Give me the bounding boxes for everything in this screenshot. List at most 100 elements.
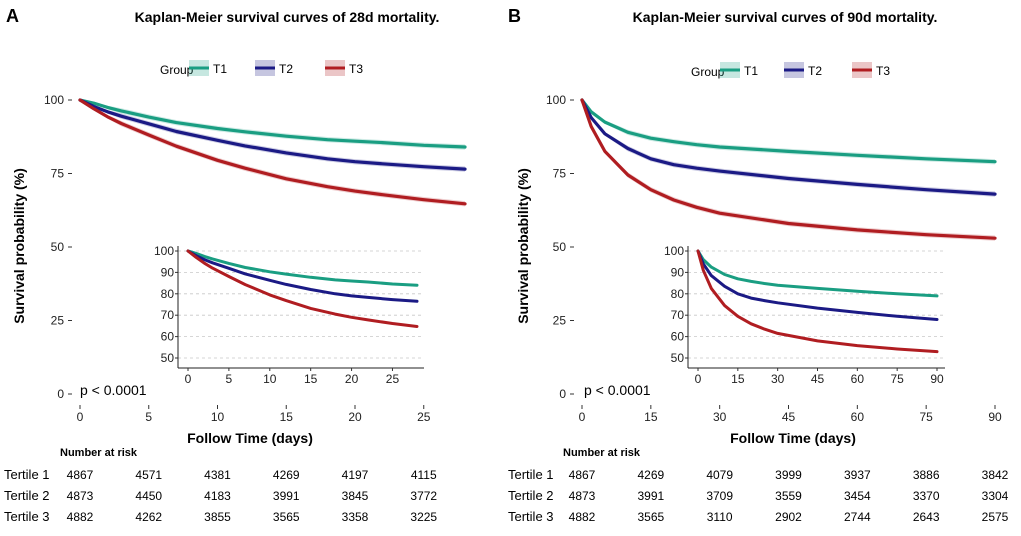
inset-y-tick-label: 60 <box>161 330 175 344</box>
x-tick-label: 30 <box>713 410 727 424</box>
x-tick-label: 90 <box>988 410 1002 424</box>
ci-band-T3 <box>582 100 995 241</box>
inset-y-tick-label: 90 <box>161 265 175 279</box>
panel-b-legend: Group T1 T2 T3 <box>691 62 890 79</box>
panel-b-letter: B <box>508 6 521 26</box>
risk-cell: 4873 <box>569 489 596 503</box>
risk-cell: 3225 <box>410 510 437 524</box>
inset-y-tick-label: 50 <box>671 351 685 365</box>
y-tick-label: 0 <box>559 387 566 401</box>
risk-cell: 2902 <box>775 510 802 524</box>
panel-a-xlabel: Follow Time (days) <box>187 430 313 446</box>
risk-cell: 4262 <box>135 510 162 524</box>
risk-cell: 3845 <box>342 489 369 503</box>
risk-cell: 3565 <box>273 510 300 524</box>
panel-b-risk-table: Tertile 1 4867 4269 4079 3999 3937 3886 3842 Ter… <box>508 467 1009 524</box>
legend-label-T1: T1 <box>213 62 227 76</box>
curve-T2 <box>78 98 467 171</box>
risk-cell: 3842 <box>982 468 1009 482</box>
legend-label-T3: T3 <box>876 64 890 78</box>
risk-cell: 3999 <box>775 468 802 482</box>
inset-y-tick-label: 70 <box>161 308 175 322</box>
risk-cell: 3709 <box>706 489 733 503</box>
inset-x-tick-label: 25 <box>386 372 400 386</box>
inset-curve-T1 <box>186 249 419 287</box>
inset-x-tick-label: 30 <box>771 372 785 386</box>
curve-T3 <box>78 98 467 206</box>
x-tick-label: 10 <box>211 410 225 424</box>
risk-cell: 4197 <box>342 468 369 482</box>
inset-curve-T3 <box>186 249 419 328</box>
risk-row-label: Tertile 3 <box>4 509 50 524</box>
curve-T2 <box>580 98 997 196</box>
legend-label-T3: T3 <box>349 62 363 76</box>
x-tick-label: 5 <box>145 410 152 424</box>
risk-cell: 4882 <box>67 510 94 524</box>
ci-band-T2 <box>582 100 995 197</box>
panel-a: A Kaplan-Meier survival curves of 28d mo… <box>4 6 467 524</box>
y-tick-label: 50 <box>553 240 567 254</box>
y-tick-label: 100 <box>546 93 566 107</box>
x-tick-label: 75 <box>919 410 933 424</box>
inset-y-tick-label: 50 <box>161 351 175 365</box>
panel-a-ylabel: Survival probability (%) <box>11 168 27 324</box>
inset-y-tick-label: 80 <box>161 287 175 301</box>
risk-cell: 4079 <box>706 468 733 482</box>
risk-cell: 2744 <box>844 510 871 524</box>
risk-cell: 4183 <box>204 489 231 503</box>
y-tick-label: 50 <box>51 240 65 254</box>
legend-label-T2: T2 <box>279 62 293 76</box>
risk-cell: 4873 <box>67 489 94 503</box>
inset-y-tick-label: 60 <box>671 330 685 344</box>
x-tick-label: 0 <box>579 410 586 424</box>
inset-x-tick-label: 0 <box>185 372 192 386</box>
panel-b-pvalue: p < 0.0001 <box>584 382 651 398</box>
risk-cell: 2643 <box>913 510 940 524</box>
inset-y-tick-label: 70 <box>671 308 685 322</box>
inset-y-tick-label: 80 <box>671 287 685 301</box>
risk-cell: 3565 <box>637 510 664 524</box>
x-tick-label: 15 <box>644 410 658 424</box>
panel-a-risk-title: Number at risk <box>60 447 138 459</box>
inset-y-tick-label: 90 <box>671 265 685 279</box>
inset-curve-T2 <box>696 249 939 321</box>
legend-a-title: Group <box>160 63 194 77</box>
risk-row-label: Tertile 2 <box>4 488 50 503</box>
inset-curve-T1 <box>696 249 939 298</box>
x-tick-label: 25 <box>417 410 431 424</box>
inset-x-tick-label: 90 <box>930 372 944 386</box>
inset-x-tick-label: 5 <box>226 372 233 386</box>
panel-a-main-plot: 0 25 50 75 100 0 5 10 15 20 25 <box>44 93 467 424</box>
risk-cell: 4115 <box>411 468 437 482</box>
risk-cell: 4269 <box>637 468 664 482</box>
risk-cell: 3991 <box>637 489 664 503</box>
y-tick-label: 100 <box>44 93 64 107</box>
risk-row-label: Tertile 1 <box>4 467 50 482</box>
inset-x-tick-label: 0 <box>695 372 702 386</box>
legend-label-T2: T2 <box>808 64 822 78</box>
risk-cell: 4571 <box>135 468 162 482</box>
risk-row-label: Tertile 1 <box>508 467 554 482</box>
panel-b: B Kaplan-Meier survival curves of 90d mo… <box>508 6 1009 524</box>
y-tick-label: 0 <box>57 387 64 401</box>
risk-cell: 4381 <box>204 468 231 482</box>
inset-y-tick-label: 100 <box>154 244 174 258</box>
risk-cell: 3855 <box>204 510 231 524</box>
inset-x-tick-label: 15 <box>731 372 745 386</box>
panel-b-title: Kaplan-Meier survival curves of 90d mort… <box>633 9 938 25</box>
y-tick-label: 75 <box>553 167 567 181</box>
panel-a-letter: A <box>6 6 19 26</box>
x-tick-label: 15 <box>280 410 294 424</box>
x-tick-label: 45 <box>782 410 796 424</box>
y-tick-label: 75 <box>51 167 65 181</box>
inset-x-tick-label: 20 <box>345 372 359 386</box>
inset-x-tick-label: 75 <box>890 372 904 386</box>
curve-T3 <box>580 98 997 240</box>
risk-cell: 4269 <box>273 468 300 482</box>
ci-band-T1 <box>80 100 465 150</box>
risk-cell: 3304 <box>982 489 1009 503</box>
risk-cell: 3358 <box>342 510 369 524</box>
inset-x-tick-label: 45 <box>811 372 825 386</box>
panel-a-inset-plot: 50 60 70 80 90 100 0 5 10 15 20 25 <box>154 244 424 386</box>
risk-cell: 3110 <box>707 510 733 524</box>
